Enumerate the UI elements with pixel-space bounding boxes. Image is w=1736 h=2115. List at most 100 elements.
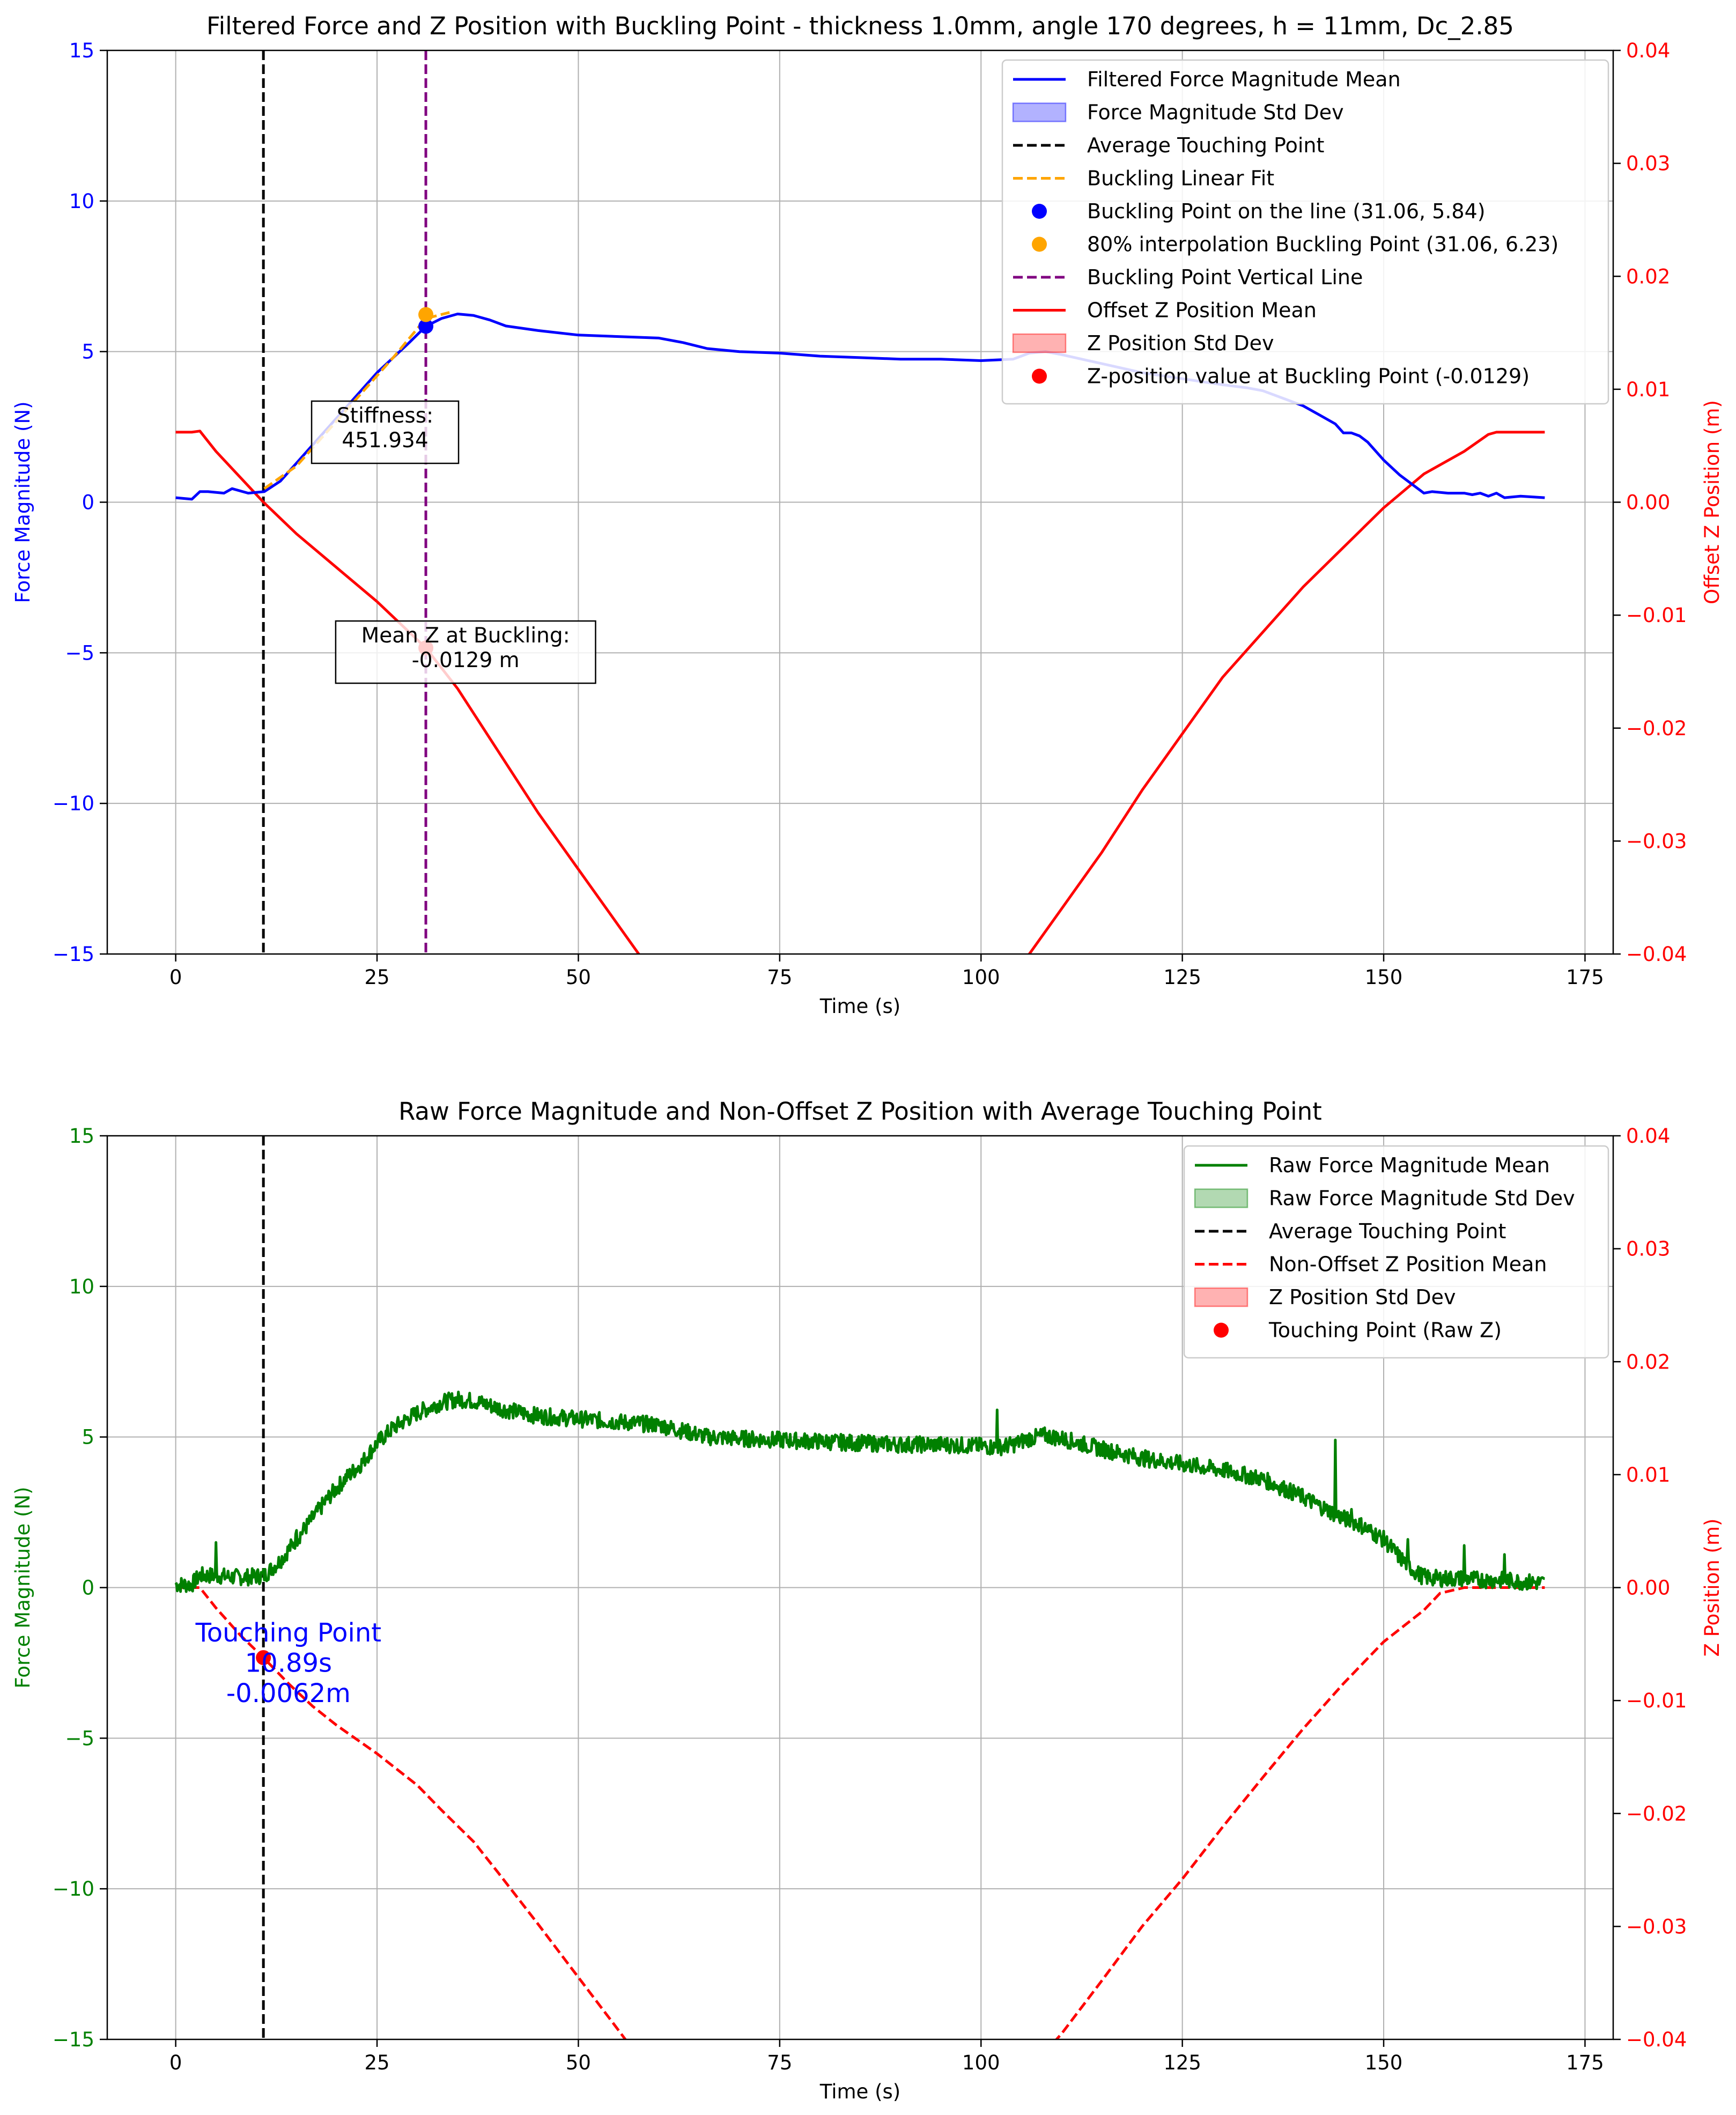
y2-tick-label: 0.01 (1626, 378, 1670, 401)
y2-tick-label: 0.01 (1626, 1463, 1670, 1487)
y2-tick-label: −0.04 (1626, 2028, 1687, 2051)
legend-item-3: Non-Offset Z Position Mean (1195, 1253, 1547, 1276)
y-tick-label: 15 (69, 1125, 94, 1148)
x-tick-label: 100 (962, 966, 1000, 989)
marker-point-1 (418, 307, 434, 322)
annotation-line: Mean Z at Buckling: (361, 624, 570, 648)
legend-frame (1183, 1145, 1609, 1359)
annotation-line: -0.0062m (226, 1678, 351, 1709)
legend: Raw Force Magnitude Mean Raw Force Magnit… (1183, 1145, 1609, 1359)
legend-label: Buckling Linear Fit (1087, 167, 1274, 190)
chart-1: 0 25 50 75 100 125 150 175 −15 −10 −5 0 5 10 15 −0.04 −0… (11, 12, 1724, 1018)
y-tick-label: 0 (82, 1577, 94, 1600)
chart-title: Filtered Force and Z Position with Buckl… (206, 12, 1514, 40)
legend-item-1: Force Magnitude Std Dev (1012, 101, 1344, 124)
legend-label: Z-position value at Buckling Point (-0.0… (1087, 365, 1530, 388)
y-tick-label: 5 (82, 341, 94, 364)
z-position-line (175, 430, 1545, 954)
legend-label: Filtered Force Magnitude Mean (1087, 68, 1401, 91)
legend-item-4: Buckling Point on the line (31.06, 5.84) (1032, 199, 1486, 223)
y-tick-label: 0 (82, 491, 94, 514)
y2-tick-label: −0.02 (1626, 1802, 1687, 1825)
legend-item-4: Z Position Std Dev (1194, 1285, 1456, 1309)
y-axis-label: Force Magnitude (N) (11, 401, 34, 603)
legend-item-1: Raw Force Magnitude Std Dev (1194, 1187, 1575, 1210)
legend-item-0: Filtered Force Magnitude Mean (1013, 68, 1401, 91)
x-axis-label: Time (s) (819, 995, 900, 1018)
legend-swatch (1012, 102, 1067, 122)
annotation-0: Stiffness:451.934 (311, 400, 460, 464)
marker-point-0 (256, 1650, 271, 1666)
y2-tick-label: −0.04 (1626, 943, 1687, 966)
y-tick-label: −10 (53, 792, 94, 815)
y2-axis-label: Z Position (m) (1701, 1519, 1724, 1657)
annotation-box (335, 620, 596, 684)
y2-tick-label: 0.00 (1626, 491, 1670, 514)
legend-frame (1001, 59, 1609, 405)
annotation-line: Touching Point (195, 1618, 381, 1648)
x-tick-label: 25 (364, 966, 389, 989)
y2-tick-label: 0.03 (1626, 1238, 1670, 1261)
legend-label: Average Touching Point (1269, 1219, 1506, 1243)
x-tick-label: 50 (566, 966, 591, 989)
legend-label: Raw Force Magnitude Mean (1269, 1153, 1550, 1177)
y2-tick-label: −0.03 (1626, 1915, 1687, 1938)
legend-label: Offset Z Position Mean (1087, 299, 1317, 322)
legend-label: Touching Point (Raw Z) (1268, 1319, 1502, 1342)
legend-item-6: Buckling Point Vertical Line (1013, 265, 1363, 289)
y-tick-label: 5 (82, 1426, 94, 1449)
legend-item-2: Average Touching Point (1195, 1219, 1506, 1243)
y-tick-label: −5 (65, 1727, 94, 1750)
y2-tick-label: 0.00 (1626, 1577, 1670, 1600)
annotation-line: 10.89s (245, 1648, 332, 1678)
y2-tick-label: −0.01 (1626, 1689, 1687, 1712)
x-tick-label: 125 (1163, 2051, 1201, 2074)
legend-swatch (1032, 204, 1047, 219)
x-axis-label: Time (s) (819, 2080, 900, 2103)
x-tick-label: 125 (1163, 966, 1201, 989)
y2-tick-label: 0.03 (1626, 152, 1670, 175)
x-tick-label: 150 (1365, 966, 1403, 989)
x-tick-label: 175 (1566, 2051, 1604, 2074)
legend-item-3: Buckling Linear Fit (1013, 167, 1274, 190)
marker-point-0 (418, 319, 434, 334)
legend-item-7: Offset Z Position Mean (1013, 299, 1317, 322)
y-tick-label: −5 (65, 641, 94, 664)
legend-item-9: Z-position value at Buckling Point (-0.0… (1032, 365, 1530, 388)
legend-label: 80% interpolation Buckling Point (31.06,… (1087, 233, 1558, 256)
force-magnitude-line (174, 1391, 1546, 1593)
y-tick-label: −15 (53, 2028, 94, 2051)
x-tick-label: 75 (767, 2051, 792, 2074)
legend-swatch (1194, 1287, 1249, 1307)
annotation-line: 451.934 (342, 428, 428, 453)
y2-tick-label: −0.03 (1626, 830, 1687, 853)
plot-area (174, 1136, 1546, 2039)
annotation-box (311, 400, 460, 464)
legend-label: Buckling Point on the line (31.06, 5.84) (1087, 199, 1486, 223)
y-axis-label: Force Magnitude (N) (11, 1487, 34, 1688)
legend-label: Average Touching Point (1087, 134, 1324, 157)
chart-title: Raw Force Magnitude and Non-Offset Z Pos… (398, 1097, 1322, 1126)
legend-label: Raw Force Magnitude Std Dev (1269, 1187, 1575, 1210)
y2-axis-label: Offset Z Position (m) (1701, 400, 1724, 604)
z-position-line (175, 1586, 1545, 2039)
x-tick-label: 100 (962, 2051, 1000, 2074)
legend-swatch (1032, 368, 1047, 384)
y2-tick-label: 0.02 (1626, 265, 1670, 288)
x-tick-label: 0 (169, 966, 182, 989)
legend-label: Force Magnitude Std Dev (1087, 101, 1344, 124)
annotation-1: Mean Z at Buckling:-0.0129 m (335, 620, 596, 684)
legend-swatch (1032, 236, 1047, 252)
legend: Filtered Force Magnitude Mean Force Magni… (1001, 59, 1609, 405)
legend-label: Non-Offset Z Position Mean (1269, 1253, 1547, 1276)
x-tick-label: 175 (1566, 966, 1604, 989)
chart-2: 0 25 50 75 100 125 150 175 −15 −10 −5 0 5 10 15 −0.04 −0… (11, 1097, 1724, 2103)
legend-label: Z Position Std Dev (1269, 1285, 1456, 1309)
y2-tick-label: 0.02 (1626, 1350, 1670, 1373)
legend-swatch (1012, 333, 1067, 353)
x-tick-label: 50 (566, 2051, 591, 2074)
legend-item-5: Touching Point (Raw Z) (1214, 1319, 1502, 1342)
y2-tick-label: 0.04 (1626, 1125, 1670, 1148)
